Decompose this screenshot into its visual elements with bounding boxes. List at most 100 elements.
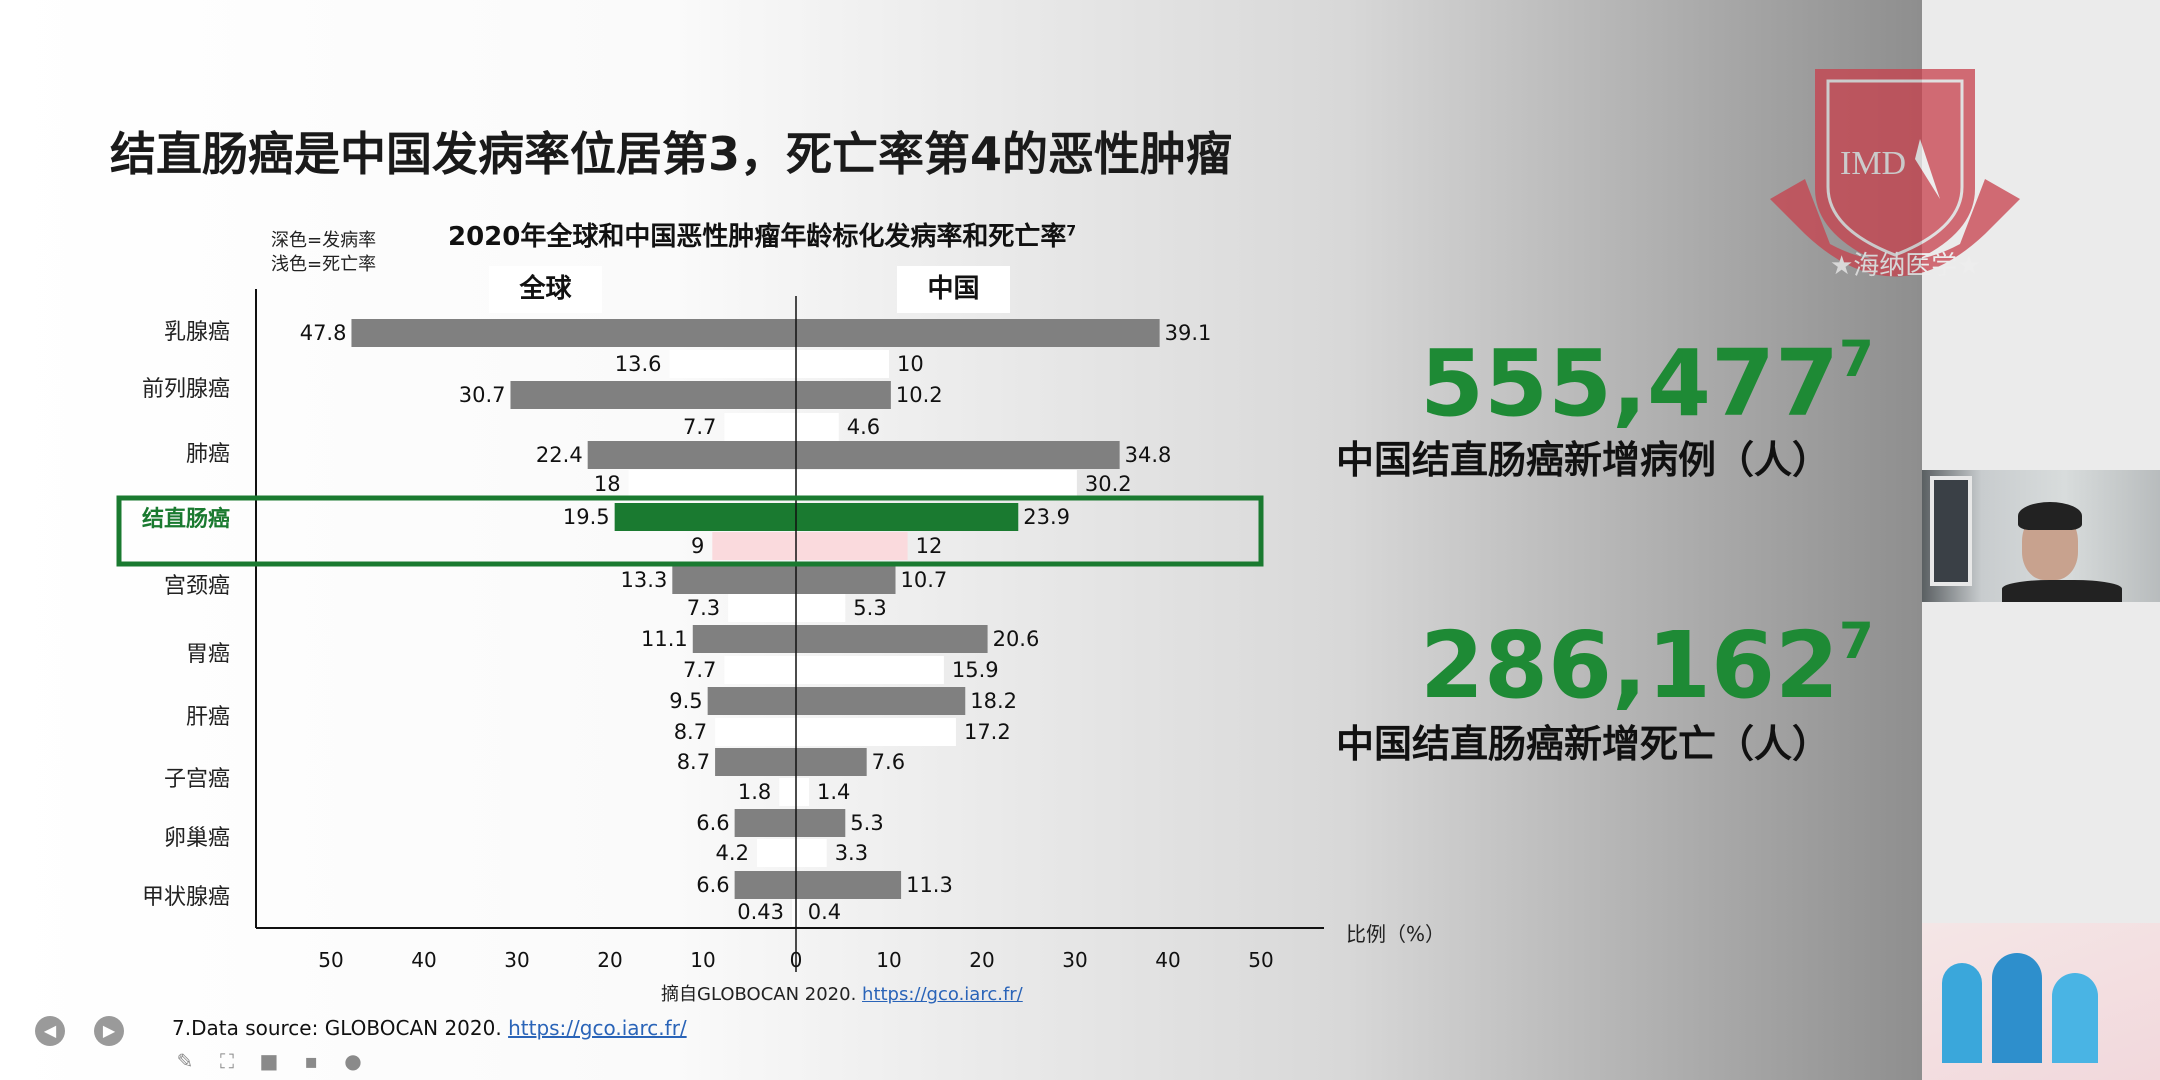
china-death-label: 15.9 bbox=[951, 658, 999, 682]
china-death-label: 4.6 bbox=[846, 415, 881, 439]
x-tick-label: 10 bbox=[690, 948, 716, 972]
china-incidence-label: 23.9 bbox=[1023, 505, 1071, 529]
global-incidence-label: 8.7 bbox=[676, 750, 711, 774]
x-tick-label: 50 bbox=[318, 948, 344, 972]
stat-new-deaths-label: 中国结直肠癌新增死亡（人） bbox=[1336, 722, 1831, 766]
silhouette-icon bbox=[1992, 953, 2042, 1063]
silhouette-icon bbox=[2052, 973, 2098, 1063]
fullscreen-icon[interactable]: ⛶ bbox=[220, 1049, 234, 1073]
global-death-label: 7.3 bbox=[686, 596, 721, 620]
slide-title: 结直肠癌是中国发病率位居第3，死亡率第4的恶性肿瘤 bbox=[110, 127, 1233, 181]
global-incidence-label: 11.1 bbox=[641, 627, 688, 651]
footnote-link[interactable]: https://gco.iarc.fr/ bbox=[508, 1016, 687, 1040]
x-tick-label: 30 bbox=[504, 948, 530, 972]
china-death-label: 17.2 bbox=[963, 720, 1011, 744]
chart-title-sup: 7 bbox=[1066, 223, 1077, 240]
china-incidence-label: 18.2 bbox=[970, 689, 1018, 713]
global-death-label: 7.7 bbox=[682, 658, 717, 682]
x-tick-label: 40 bbox=[1155, 948, 1181, 972]
global-death-label: 13.6 bbox=[614, 352, 662, 376]
category-label: 前列腺癌 bbox=[141, 377, 230, 402]
category-label: 结直肠癌 bbox=[141, 507, 230, 532]
x-tick-label: 40 bbox=[411, 948, 437, 972]
category-label: 乳腺癌 bbox=[163, 320, 230, 345]
footnote: 7.Data source: GLOBOCAN 2020. https://gc… bbox=[172, 1016, 687, 1040]
global-death-label: 9 bbox=[690, 534, 705, 558]
category-label: 宫颈癌 bbox=[163, 574, 230, 599]
incidence-bar bbox=[614, 503, 1019, 531]
incidence-bar bbox=[734, 871, 902, 899]
global-incidence-label: 22.4 bbox=[535, 443, 583, 467]
stat-new-cases: 555,4777 bbox=[1420, 334, 1874, 430]
death-bar bbox=[715, 718, 956, 746]
more-icon[interactable]: ● bbox=[344, 1049, 362, 1073]
x-tick-label: 30 bbox=[1062, 948, 1088, 972]
stat-new-cases-value: 555,477 bbox=[1420, 330, 1840, 437]
china-death-label: 0.4 bbox=[807, 900, 842, 924]
death-bar bbox=[756, 839, 827, 867]
person-body bbox=[2002, 580, 2122, 602]
chart-title: 2020年全球和中国恶性肿瘤年龄标化发病率和死亡率7 bbox=[448, 216, 1076, 253]
decorative-image bbox=[1922, 923, 2160, 1080]
global-incidence-label: 30.7 bbox=[458, 383, 506, 407]
category-label: 胃癌 bbox=[185, 642, 230, 667]
slide: 结直肠癌是中国发病率位居第3，死亡率第4的恶性肿瘤 2020年全球和中国恶性肿瘤… bbox=[0, 0, 1922, 1080]
death-bar bbox=[712, 532, 908, 560]
x-axis-label: 比例（%） bbox=[1346, 922, 1446, 946]
x-tick-label: 50 bbox=[1248, 948, 1274, 972]
camera-icon[interactable]: ■ bbox=[259, 1049, 279, 1073]
stat-new-cases-sup: 7 bbox=[1839, 330, 1874, 388]
x-tick-label: 20 bbox=[969, 948, 995, 972]
category-label: 甲状腺癌 bbox=[141, 885, 230, 910]
category-label: 肝癌 bbox=[185, 705, 230, 730]
pen-icon[interactable]: ✎ bbox=[176, 1049, 194, 1073]
death-bar bbox=[779, 778, 810, 806]
group-header-global: 全球 bbox=[489, 266, 602, 313]
china-death-label: 3.3 bbox=[834, 841, 869, 865]
source-text: 摘自GLOBOCAN 2020. bbox=[661, 984, 863, 1005]
global-death-label: 0.43 bbox=[737, 900, 785, 924]
stat-new-deaths-sup: 7 bbox=[1839, 612, 1874, 670]
china-death-label: 30.2 bbox=[1084, 472, 1132, 496]
global-incidence-label: 9.5 bbox=[669, 689, 703, 713]
logo-banner-text: ★海纳医学★ bbox=[1830, 251, 1981, 281]
category-label: 子宫癌 bbox=[163, 767, 230, 792]
next-slide-button[interactable]: ▶ bbox=[94, 1016, 124, 1046]
china-death-label: 10 bbox=[897, 352, 924, 376]
china-incidence-label: 10.7 bbox=[900, 568, 948, 592]
category-label: 卵巢癌 bbox=[163, 826, 230, 851]
global-death-label: 1.8 bbox=[737, 780, 772, 804]
x-tick-label: 0 bbox=[789, 948, 803, 972]
legend-light: 浅色=死亡率 bbox=[271, 254, 377, 275]
china-incidence-label: 11.3 bbox=[906, 873, 953, 897]
x-tick-label: 10 bbox=[876, 948, 902, 972]
webcam-video[interactable] bbox=[1922, 470, 2160, 602]
global-incidence-label: 6.6 bbox=[696, 811, 730, 835]
china-death-label: 12 bbox=[915, 534, 943, 558]
global-incidence-label: 19.5 bbox=[562, 505, 610, 529]
incidence-bar bbox=[672, 566, 896, 594]
legend-dark: 深色=发病率 bbox=[271, 230, 377, 251]
category-label: 肺癌 bbox=[185, 442, 230, 467]
death-bar bbox=[724, 413, 839, 441]
china-incidence-label: 7.6 bbox=[871, 750, 906, 774]
incidence-bar bbox=[692, 625, 988, 653]
global-death-label: 8.7 bbox=[673, 720, 708, 744]
highlight-box bbox=[116, 495, 1264, 567]
incidence-bar bbox=[734, 809, 846, 837]
source-link[interactable]: https://gco.iarc.fr/ bbox=[862, 984, 1023, 1005]
chat-icon[interactable]: ▪ bbox=[304, 1049, 318, 1073]
death-bar bbox=[724, 656, 944, 684]
death-bar bbox=[628, 470, 1077, 498]
global-incidence-label: 6.6 bbox=[696, 873, 730, 897]
stat-new-deaths: 286,1627 bbox=[1420, 616, 1874, 712]
china-death-label: 1.4 bbox=[817, 780, 851, 804]
chart bbox=[116, 289, 1324, 972]
chart-title-text: 2020年全球和中国恶性肿瘤年龄标化发病率和死亡率 bbox=[448, 222, 1067, 252]
window-in-video bbox=[1930, 476, 1972, 586]
china-incidence-label: 10.2 bbox=[895, 383, 943, 407]
death-bar bbox=[669, 350, 889, 378]
prev-slide-button[interactable]: ◀ bbox=[35, 1016, 65, 1046]
global-death-label: 4.2 bbox=[715, 841, 749, 865]
incidence-bar bbox=[707, 687, 966, 715]
